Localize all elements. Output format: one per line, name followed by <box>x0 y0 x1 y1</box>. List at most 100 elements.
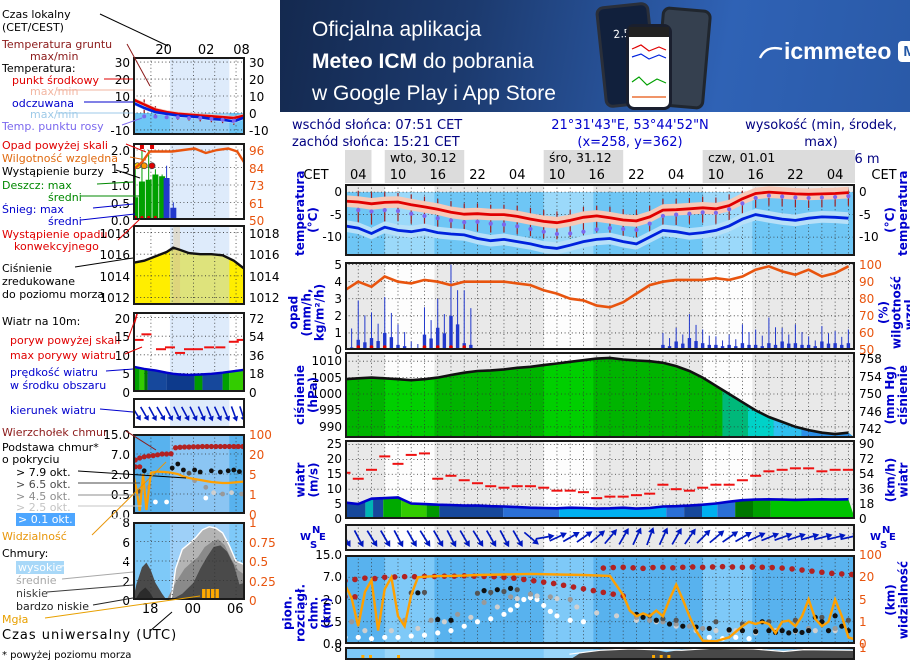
chart-wind-direction <box>345 524 855 551</box>
axis-tick: 0 <box>859 185 867 200</box>
legend-item-25: prędkość wiatru <box>10 366 98 379</box>
legend-item-13: Deszcz: max <box>2 179 72 192</box>
mini-tick: 1014 <box>99 269 130 284</box>
mini-tick: 6 <box>122 535 130 550</box>
axis-tick: 0 <box>859 512 867 526</box>
mini-tick: 2 <box>122 574 130 589</box>
legend-item-34: > 2.5 okt. <box>16 501 71 514</box>
mini-tick: 54 <box>249 330 265 345</box>
axis-tick: -5 <box>330 207 342 222</box>
logo-badge: M° <box>898 41 910 62</box>
chart-cloud-cover-partial <box>345 647 855 660</box>
hour-label: 04 <box>827 168 844 183</box>
mini-chart-cloud-layers <box>133 522 245 600</box>
legend-item-3: max/min <box>30 50 79 63</box>
mini-tick: 1014 <box>249 269 280 284</box>
mini-chart-clouds-visibility <box>133 434 245 514</box>
axis-tick: 70 <box>859 308 875 323</box>
axis-label-temperature-left: temperatura (°C) <box>293 170 320 256</box>
legend-item-24: max porywy wiatru <box>10 349 116 362</box>
hour-label: 10 <box>549 168 566 183</box>
mini-tick: 0 <box>249 386 257 400</box>
hour-label: 16 <box>429 168 446 183</box>
logo-swoosh-icon <box>758 46 783 59</box>
axis-tick: -10 <box>859 230 879 245</box>
mini-tick: 10 <box>249 90 265 104</box>
axis-tick: 25 <box>326 437 342 452</box>
legend-item-20: zredukowane <box>2 275 75 288</box>
legend-item-14: średni <box>48 191 82 204</box>
mini-tick: 1018 <box>249 226 280 241</box>
mini-tick: 2.0 <box>110 468 130 482</box>
axis-tick: 80 <box>859 291 875 306</box>
hour-label: 04 <box>509 168 526 183</box>
axis-tick: 750 <box>859 387 882 402</box>
hour-label: 10 <box>708 168 725 183</box>
legend-item-16: średni <box>48 215 82 228</box>
axis-tick: 18 <box>859 497 875 512</box>
compass-left-n: N <box>312 524 321 536</box>
legend-item-38: wysokie <box>16 561 65 574</box>
mini-tick: 1016 <box>99 248 130 263</box>
legend-item-18: konwekcyjnego <box>14 240 99 253</box>
axis-tick: 10 <box>326 482 342 497</box>
mini-hour-label: 08 <box>233 43 250 58</box>
legend-item-39: średnie <box>16 574 57 587</box>
axis-tick: 0 <box>334 185 342 200</box>
legend-item-37: Chmury: <box>2 547 49 560</box>
axis-tick: 4 <box>334 274 342 289</box>
legend-item-43: Czas uniwersalny (UTC) <box>2 628 178 643</box>
legend-item-40: niskie <box>16 587 48 600</box>
hour-label: 16 <box>747 168 764 183</box>
mini-tick: 72 <box>249 311 265 326</box>
axis-label-pressure-left: ciśnienie (hPa) <box>293 365 320 425</box>
axis-tick: 746 <box>859 404 882 419</box>
legend-item-11: Wilgotność względna <box>2 152 119 165</box>
tz-label-left: CET <box>303 168 329 183</box>
mini-tick: 0 <box>122 386 130 400</box>
app-promo-banner[interactable]: Oficjalna aplikacja Meteo ICM do pobrani… <box>280 0 910 112</box>
axis-tick: 15.0 <box>315 548 342 562</box>
legend-item-2: Temperatura gruntu <box>2 38 113 51</box>
mini-tick: 7.0 <box>110 448 130 462</box>
legend-item-35: > 0.1 okt. <box>16 513 75 526</box>
grid-coordinates: (x=258, y=362) <box>577 135 683 150</box>
legend-item-17: Wystąpienie opadu <box>2 228 108 241</box>
axis-tick: 2 <box>334 308 342 323</box>
axis-tick: 50 <box>859 343 875 357</box>
axis-tick: 7.0 <box>322 570 342 585</box>
axis-label-precip-left: opad (mm/h, kg/m²/h) <box>286 283 327 342</box>
mini-tick: 0.75 <box>249 535 276 550</box>
mini-tick: 10 <box>114 348 130 363</box>
compass-right-s: S <box>880 539 888 551</box>
hour-label: 04 <box>668 168 685 183</box>
sunrise-time: wschód słońca: 07:51 CET <box>292 118 463 133</box>
axis-tick: 36 <box>859 482 875 497</box>
mini-tick: 96 <box>249 144 265 158</box>
legend-item-10: Opad powyżej skali <box>2 139 108 152</box>
chart-clouds-visibility <box>345 555 855 644</box>
axis-tick: 1005 <box>311 370 342 385</box>
legend-item-33: > 4.5 okt. <box>16 490 71 503</box>
axis-tick: -5 <box>859 207 871 222</box>
axis-label-visibility-right: (km) widzialność <box>883 560 910 639</box>
icmmeteo-logo: icmmeteo M° <box>758 38 910 65</box>
legend-item-6: max/min <box>30 85 79 98</box>
mini-tick: 0 <box>249 594 257 608</box>
axis-tick: 0.0 <box>322 637 342 651</box>
banner-line1: Oficjalna aplikacja <box>312 18 482 41</box>
legend-item-41: bardzo niskie <box>16 600 89 613</box>
mini-tick: 1016 <box>249 248 280 263</box>
mini-tick: 20 <box>114 73 130 88</box>
mini-tick: 1.0 <box>110 179 130 193</box>
mini-tick: 20 <box>249 73 265 88</box>
mini-utc-hour-label: 00 <box>184 602 202 617</box>
hour-label: 22 <box>628 168 645 183</box>
mini-tick: 0 <box>122 106 130 121</box>
axis-tick: 1 <box>334 325 342 340</box>
chart-pressure <box>345 352 855 438</box>
legend-item-21: do poziomu morza <box>2 288 105 301</box>
phone-meteogram-app <box>626 24 672 110</box>
app-phones-image: 2.5° <box>580 0 740 112</box>
